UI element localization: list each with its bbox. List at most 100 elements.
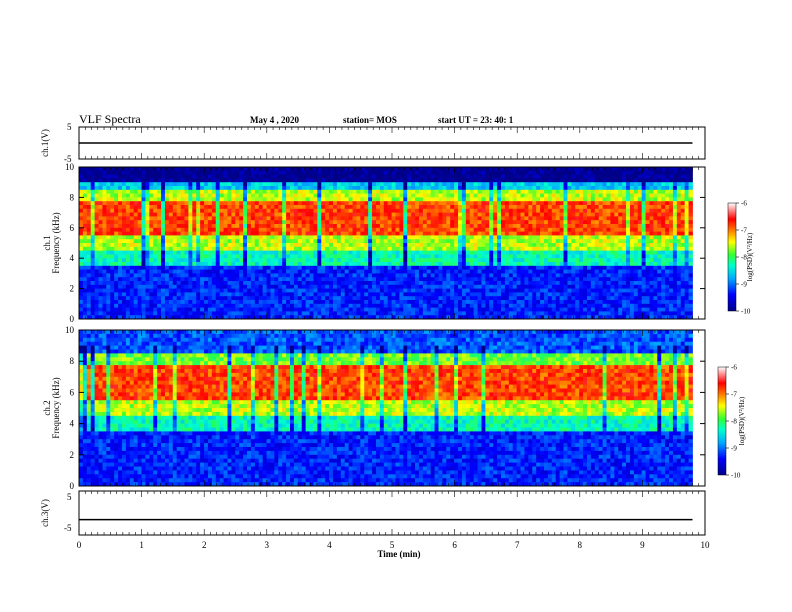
spectrogram-cell (133, 265, 139, 270)
spectrogram-cell (543, 269, 549, 274)
spectrogram-cell (372, 273, 377, 278)
spectrogram-cell (415, 216, 420, 221)
spectrogram-cell (274, 315, 279, 320)
spectrogram-cell (293, 235, 299, 240)
spectrogram-cell (383, 212, 389, 217)
spectrogram-cell (98, 224, 103, 229)
spectrogram-cell (524, 296, 529, 301)
spectrogram-cell (430, 208, 435, 213)
spectrogram-cell (141, 235, 146, 240)
spectrogram-cell (94, 303, 99, 308)
spectrogram-cell (391, 182, 396, 187)
spectrogram-cell (403, 167, 408, 172)
spectrogram-cell (469, 265, 475, 270)
spectrogram-cell (524, 205, 529, 210)
spectrogram-cell (207, 284, 213, 289)
spectrogram-cell (309, 300, 314, 305)
spectrogram-cell (375, 300, 381, 305)
spectrogram-cell (360, 231, 365, 236)
spectrogram-cell (121, 174, 127, 179)
spectrogram-cell (200, 224, 205, 229)
spectrogram-cell (497, 277, 502, 282)
spectrogram-cell (196, 250, 201, 255)
spectrogram-cell (360, 258, 365, 263)
spectrogram-cell (301, 265, 307, 270)
spectrogram-cell (250, 284, 256, 289)
spectrogram-cell (129, 170, 135, 175)
spectrogram-cell (254, 296, 260, 301)
spectrogram-cell (114, 182, 119, 187)
spectrogram-cell (121, 178, 127, 183)
spectrogram-cell (207, 189, 213, 194)
spectrogram-cell (200, 189, 205, 194)
spectrogram-cell (231, 220, 236, 225)
spectrogram-cell (493, 300, 498, 305)
spectrogram-cell (454, 315, 459, 320)
spectrogram-cell (516, 224, 521, 229)
spectrogram-cell (211, 273, 217, 278)
spectrogram-cell (551, 292, 557, 297)
spectrogram-cell (477, 269, 482, 274)
spectrogram-cell (540, 250, 545, 255)
spectrogram-cell (86, 167, 92, 172)
spectrogram-cell (250, 303, 256, 308)
spectrogram-cell (157, 300, 162, 305)
spectrogram-cell (532, 300, 537, 305)
spectrogram-cell (90, 288, 96, 293)
spectrogram-cell (493, 262, 498, 267)
spectrogram-cell (559, 303, 564, 308)
spectrogram-cell (196, 208, 201, 213)
spectrogram-cell (305, 167, 310, 172)
spectrogram-cell (219, 167, 224, 172)
spectrogram-cell (372, 208, 377, 213)
spectrogram-cell (426, 239, 432, 244)
spectrogram-cell (336, 243, 342, 248)
spectrogram-cell (340, 288, 346, 293)
spectrogram-cell (415, 307, 420, 312)
spectrogram-cell (207, 277, 213, 282)
spectrogram-cell (430, 167, 435, 172)
spectrogram-cell (372, 189, 377, 194)
spectrogram-cell (352, 208, 357, 213)
spectrogram-cell (422, 227, 428, 232)
spectrogram-cell (520, 212, 525, 217)
spectrogram-cell (411, 254, 416, 259)
spectrogram-cell (215, 262, 221, 267)
spectrogram-cell (430, 197, 435, 202)
spectrogram-cell (352, 231, 357, 236)
spectrogram-cell (282, 212, 287, 217)
spectrogram-cell (442, 273, 447, 278)
spectrogram-cell (207, 216, 213, 221)
spectrogram-cell (325, 231, 330, 236)
spectrogram-cell (180, 239, 185, 244)
spectrogram-cell (360, 170, 365, 175)
spectrogram-cell (290, 178, 295, 183)
spectrogram-cell (239, 277, 244, 282)
spectrogram-cell (461, 300, 467, 305)
spectrogram-cell (555, 212, 561, 217)
spectrogram-cell (364, 167, 369, 172)
spectrogram-cell (360, 250, 365, 255)
spectrogram-cell (442, 182, 447, 187)
spectrogram-cell (383, 303, 389, 308)
spectrogram-cell (497, 243, 502, 248)
spectrogram-cell (86, 182, 92, 187)
spectrogram-cell (446, 284, 451, 289)
spectrogram-cell (528, 205, 533, 210)
spectrogram-cell (430, 212, 435, 217)
spectrogram-cell (180, 208, 185, 213)
spectrogram-cell (274, 212, 279, 217)
spectrogram-cell (278, 250, 283, 255)
spectrogram-cell (266, 262, 271, 267)
spectrogram-cell (485, 186, 490, 191)
spectrogram-cell (504, 269, 510, 274)
spectrogram-cell (559, 262, 564, 267)
spectrogram-cell (321, 186, 326, 191)
spectrogram-cell (379, 212, 385, 217)
spectrogram-cell (434, 250, 439, 255)
spectrogram-cell (223, 235, 228, 240)
spectrogram-cell (215, 193, 221, 198)
spectrogram-cell (430, 182, 435, 187)
spectrogram-cell (207, 201, 213, 206)
spectrogram-cell (325, 265, 330, 270)
